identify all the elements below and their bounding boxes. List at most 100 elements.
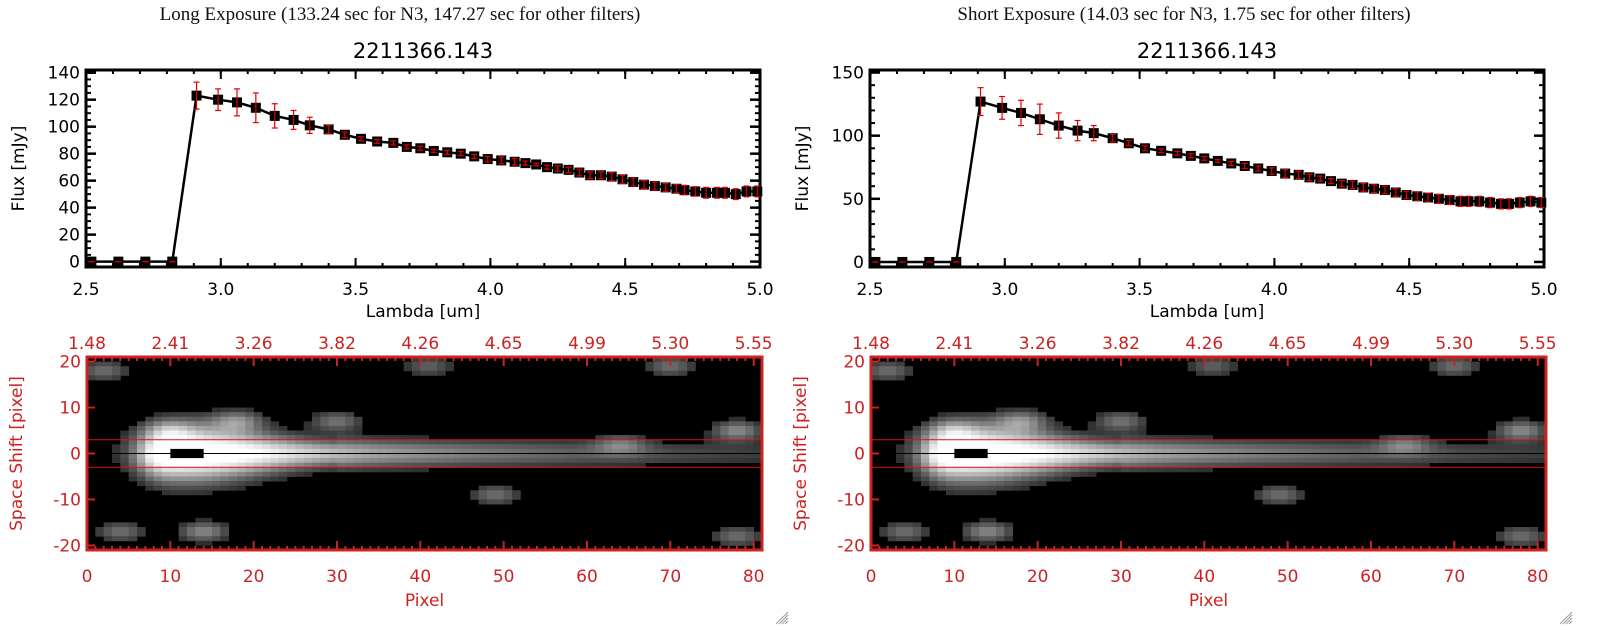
image-pixel (1471, 448, 1480, 454)
image-pixel (637, 435, 646, 441)
image-pixel (403, 458, 413, 464)
image-pixel (1021, 425, 1030, 431)
image-pixel (287, 444, 296, 450)
image-pixel (1004, 485, 1014, 491)
image-pixel (178, 435, 188, 441)
image-pixel (553, 448, 563, 454)
image-pixel (871, 370, 880, 376)
image-pixel (946, 471, 955, 477)
image-pixel (1137, 425, 1147, 431)
image-pixel (637, 462, 646, 468)
image-pixel (362, 448, 371, 454)
image-pixel (979, 476, 989, 482)
image-pixel (370, 439, 380, 445)
image-pixel (1062, 435, 1072, 441)
image-pixel (462, 458, 471, 464)
image-pixel (1096, 430, 1105, 436)
image-pixel (1171, 462, 1180, 468)
x-tick-label: 2.5 (72, 280, 99, 300)
image-pixel (1196, 361, 1205, 367)
image-pixel (1304, 448, 1314, 454)
image-pixel (370, 444, 380, 450)
image-pixel (1412, 462, 1422, 468)
image-pixel (278, 425, 288, 431)
image-pixel (470, 453, 480, 459)
image-pixel (1271, 444, 1280, 450)
image-pixel (362, 439, 371, 445)
image-pixel (470, 448, 480, 454)
image-pixel (962, 531, 972, 537)
image-pixel (954, 439, 964, 445)
image-pixel (1021, 471, 1030, 477)
top-wavelength-label: 3.82 (1102, 334, 1140, 354)
image-pixel (753, 435, 763, 441)
image-pixel (912, 476, 922, 482)
image-pixel (1462, 448, 1472, 454)
image-pixel (420, 453, 430, 459)
image-pixel (162, 453, 171, 459)
image-pixel (962, 471, 972, 477)
image-pixel (403, 448, 413, 454)
image-pixel (570, 462, 580, 468)
image-pixel (303, 458, 313, 464)
image-pixel (753, 453, 763, 459)
image-pixel (428, 453, 438, 459)
image-pixel (237, 485, 246, 491)
image-pixel (712, 448, 721, 454)
image-pixel (971, 531, 980, 537)
image-pixel (946, 421, 955, 427)
image-pixel (929, 476, 939, 482)
image-pixel (887, 527, 897, 533)
image-pixel (178, 531, 188, 537)
image-pixel (1504, 421, 1514, 427)
image-pixel (103, 531, 113, 537)
image-pixel (278, 444, 288, 450)
image-pixel (478, 458, 488, 464)
image-pixel (170, 471, 180, 477)
image-pixel (1496, 439, 1505, 445)
image-pixel (437, 458, 446, 464)
image-pixel (1296, 494, 1305, 500)
image-pixel (1146, 462, 1155, 468)
image-pixel (971, 471, 980, 477)
image-pixel (687, 458, 696, 464)
image-pixel (120, 531, 130, 537)
image-pixel (328, 421, 338, 427)
image-pixel (562, 458, 571, 464)
image-pixel (1104, 412, 1114, 418)
x-axis-label: Pixel (405, 591, 444, 611)
image-pixel (1537, 448, 1547, 454)
image-pixel (220, 531, 230, 537)
image-pixel (1421, 439, 1430, 445)
image-pixel (1312, 439, 1322, 445)
image-pixel (1012, 435, 1022, 441)
image-pixel (578, 448, 588, 454)
image-pixel (929, 448, 939, 454)
image-pixel (195, 522, 205, 528)
image-pixel (437, 370, 446, 376)
image-pixel (1037, 453, 1047, 459)
image-pixel (1137, 439, 1147, 445)
image-pixel (753, 425, 763, 431)
image-pixel (620, 458, 630, 464)
image-pixel (220, 439, 230, 445)
image-pixel (137, 527, 146, 533)
image-pixel (1204, 453, 1214, 459)
image-pixel (1179, 439, 1189, 445)
image-pixel (929, 430, 939, 436)
x-tick-label: 4.5 (612, 280, 639, 300)
image-pixel (937, 453, 947, 459)
image-pixel (428, 462, 438, 468)
image-pixel (1062, 425, 1072, 431)
x-tick-label: 3.5 (342, 280, 369, 300)
image-pixel (245, 444, 255, 450)
image-pixel (703, 448, 713, 454)
image-pixel (1129, 448, 1139, 454)
image-pixel (495, 499, 505, 505)
image-pixel (971, 522, 980, 528)
image-pixel (1237, 439, 1247, 445)
image-pixel (1096, 421, 1105, 427)
image-pixel (954, 425, 964, 431)
y-tick-label: 150 (832, 64, 864, 84)
image-pixel (887, 375, 897, 381)
